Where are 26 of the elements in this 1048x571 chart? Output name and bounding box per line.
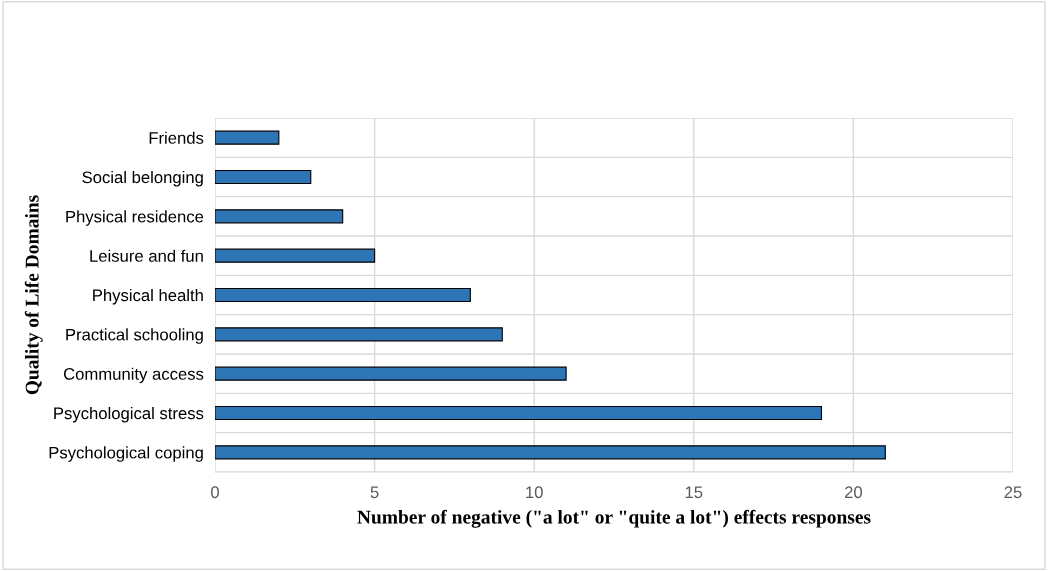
bar <box>215 130 280 145</box>
bar <box>215 248 376 263</box>
y-tick-label: Physical residence <box>66 210 204 226</box>
y-tick-label: Friends <box>149 131 204 144</box>
y-tick-label: Social belonging <box>82 170 203 187</box>
bar <box>215 366 567 381</box>
y-tick-label: Practical schooling <box>66 328 203 344</box>
x-tick-label: 0 <box>211 486 219 499</box>
x-tick-label: 10 <box>526 486 543 499</box>
bar <box>215 445 886 460</box>
bar <box>215 405 823 421</box>
bar <box>215 327 503 342</box>
bar <box>215 287 471 303</box>
y-tick-label: Community access <box>63 367 204 384</box>
y-tick-label: Psychological stress <box>54 406 204 423</box>
y-tick-label: Psychological coping <box>49 446 203 462</box>
x-tick-label: 15 <box>685 486 703 499</box>
x-axis-title: Number of negative ("a lot" or "quite a lot") effects responses <box>357 509 871 528</box>
bar <box>215 169 312 185</box>
y-tick-label: Physical health <box>93 288 203 305</box>
bar <box>215 209 344 224</box>
x-tick-label: 5 <box>370 486 379 499</box>
x-tick-label: 25 <box>1004 486 1022 499</box>
y-axis-title: Quality of Life Domains <box>24 195 43 395</box>
x-tick-label: 20 <box>844 486 863 499</box>
y-tick-label: Leisure and fun <box>90 249 203 262</box>
